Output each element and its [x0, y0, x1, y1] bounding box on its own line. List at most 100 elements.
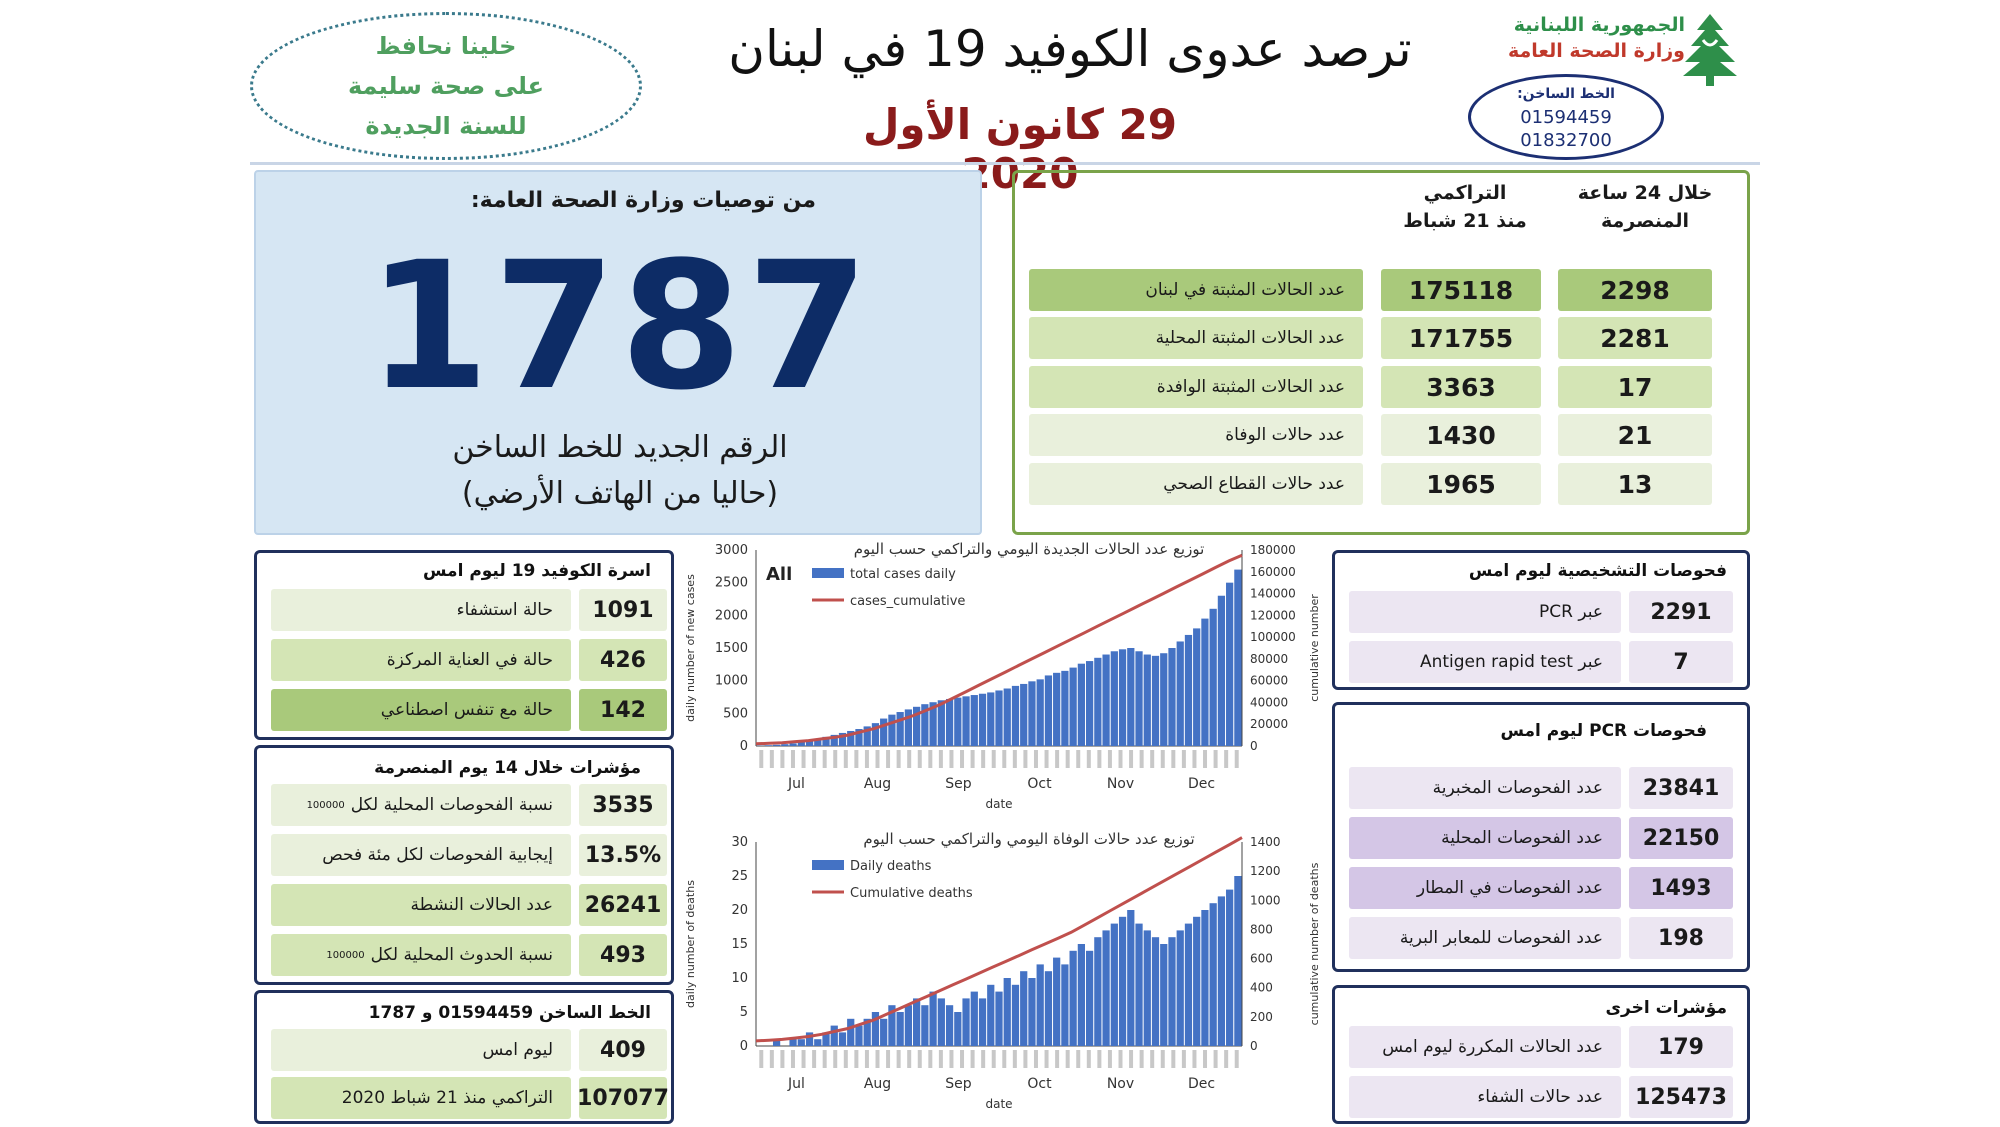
deaths-date-tick-1 — [769, 1050, 774, 1068]
deaths-legend-swatch-bars — [812, 860, 844, 870]
cases-date-tick-18 — [949, 750, 954, 768]
cases-date-tick-11 — [875, 750, 880, 768]
cases-date-tick-43 — [1213, 750, 1218, 768]
deaths-legend-line: Cumulative deaths — [850, 886, 973, 901]
cases-month-2: Sep — [945, 776, 972, 792]
deaths-bar-52 — [1184, 923, 1193, 1046]
cases-bar-31 — [1011, 685, 1020, 746]
slogan-line-3: للسنة الجديدة — [365, 112, 527, 140]
deaths-ytick-6: 30 — [731, 835, 748, 850]
ind14-value-3: 26241 — [579, 884, 667, 926]
deaths-date-tick-45 — [1234, 1050, 1239, 1068]
deaths-date-tick-23 — [1002, 1050, 1007, 1068]
cases-date-tick-9 — [854, 750, 859, 768]
cases-bar-55 — [1209, 608, 1217, 746]
cases-bar-37 — [1061, 670, 1069, 746]
deaths-bar-20 — [921, 1005, 929, 1046]
deaths-bar-55 — [1209, 903, 1217, 1046]
hotline-oval: الخط الساخن: 01594459 01832700 — [1468, 74, 1664, 160]
ind14-value-1: 3535 — [579, 784, 667, 826]
deaths-bar-16 — [888, 1005, 896, 1046]
promo-line-1: الرقم الجديد للخط الساخن — [452, 430, 788, 465]
cases-date-tick-12 — [886, 750, 891, 768]
cases-bar-54 — [1201, 618, 1209, 746]
cases-bar-19 — [913, 706, 921, 746]
cases-bar-52 — [1184, 634, 1193, 746]
pcr-value-3: 1493 — [1629, 867, 1733, 909]
deaths-date-tick-4 — [801, 1050, 806, 1068]
cases-bar-24 — [954, 697, 962, 746]
cases-bar-42 — [1102, 654, 1110, 746]
cases-date-tick-33 — [1107, 750, 1112, 768]
cases-date-tick-13 — [896, 750, 901, 768]
cases-bar-50 — [1168, 648, 1176, 746]
ind14-label-3: عدد الحالات النشطة — [271, 884, 571, 926]
cases-bar-38 — [1069, 667, 1077, 746]
cases-bar-33 — [1028, 681, 1036, 746]
deaths-date-tick-17 — [938, 1050, 943, 1068]
diag-label-2: عبر Antigen rapid test — [1349, 641, 1621, 683]
cases-bar-28 — [987, 692, 995, 746]
cases-y2tick-2: 40000 — [1250, 695, 1288, 709]
deaths-date-tick-5 — [812, 1050, 817, 1068]
deaths-bar-11 — [847, 1018, 855, 1046]
deaths-bar-32 — [1020, 971, 1028, 1046]
stats-cum-2: 171755 — [1381, 317, 1541, 359]
beds-value-2: 426 — [579, 639, 667, 681]
deaths-bar-41 — [1094, 937, 1102, 1046]
cases-bar-39 — [1077, 663, 1085, 746]
cases-bar-13 — [863, 726, 871, 746]
deaths-bar-39 — [1077, 944, 1085, 1046]
stats-label-2: عدد الحالات المثبتة المحلية — [1029, 317, 1363, 359]
deaths-month-2: Sep — [945, 1076, 972, 1092]
cases-ytick-1: 500 — [723, 706, 748, 721]
ind14-label-1-small: 100000 — [306, 799, 345, 811]
deaths-date-tick-21 — [981, 1050, 986, 1068]
deaths-bar-57 — [1226, 889, 1234, 1046]
deaths-date-tick-13 — [896, 1050, 901, 1068]
cases-date-tick-38 — [1160, 750, 1165, 768]
ind14-label-4-small: 100000 — [326, 949, 365, 961]
cases-bar-53 — [1193, 628, 1201, 746]
deaths-date-tick-2 — [780, 1050, 785, 1068]
deaths-month-3: Oct — [1027, 1076, 1052, 1092]
deaths-bar-33 — [1028, 978, 1036, 1046]
slogan-line-1: خلينا نحافظ — [375, 32, 517, 60]
deaths-bar-36 — [1053, 957, 1061, 1046]
cases-date-tick-28 — [1055, 750, 1060, 768]
cases-date-tick-44 — [1224, 750, 1229, 768]
beds-label-2: حالة في العناية المركزة — [271, 639, 571, 681]
cases-date-tick-8 — [843, 750, 848, 768]
cases-date-tick-27 — [1044, 750, 1049, 768]
cases-date-tick-35 — [1129, 750, 1134, 768]
cases-bar-36 — [1053, 672, 1061, 746]
deaths-month-1: Aug — [864, 1076, 891, 1092]
deaths-bar-37 — [1061, 964, 1069, 1046]
deaths-ytick-1: 5 — [740, 1005, 748, 1020]
promo-number: 1787 — [367, 224, 873, 429]
deaths-month-0: Jul — [787, 1076, 805, 1092]
pcr-label-3: عدد الفحوصات في المطار — [1349, 867, 1621, 909]
cases-bar-2 — [772, 744, 781, 746]
cases-bar-51 — [1176, 641, 1184, 746]
deaths-date-tick-40 — [1181, 1050, 1186, 1068]
cases-date-tick-26 — [1033, 750, 1038, 768]
deaths-bar-25 — [962, 998, 970, 1046]
deaths-bar-46 — [1135, 923, 1143, 1046]
deaths-date-tick-7 — [833, 1050, 838, 1068]
other-title: مؤشرات اخرى — [1605, 998, 1727, 1018]
deaths-bar-26 — [970, 991, 978, 1046]
page-title: ترصد عدوى الكوفيد 19 في لبنان — [728, 20, 1412, 78]
cases-date-tick-6 — [822, 750, 827, 768]
deaths-bar-45 — [1127, 910, 1135, 1046]
deaths-date-tick-37 — [1150, 1050, 1155, 1068]
cases-month-4: Nov — [1107, 776, 1134, 792]
diagnostic-panel: فحوصات التشخيصية ليوم امس 2291 عبر PCR 7… — [1332, 550, 1750, 690]
deaths-date-tick-25 — [1023, 1050, 1028, 1068]
deaths-bar-28 — [987, 984, 995, 1046]
hotline-value-1: 409 — [579, 1029, 667, 1071]
beds-panel: اسرة الكوفيد 19 ليوم امس 1091 حالة استشف… — [254, 550, 674, 740]
deaths-bar-15 — [880, 1018, 888, 1046]
cases-bar-5 — [797, 742, 805, 746]
ind14-value-4: 493 — [579, 934, 667, 976]
